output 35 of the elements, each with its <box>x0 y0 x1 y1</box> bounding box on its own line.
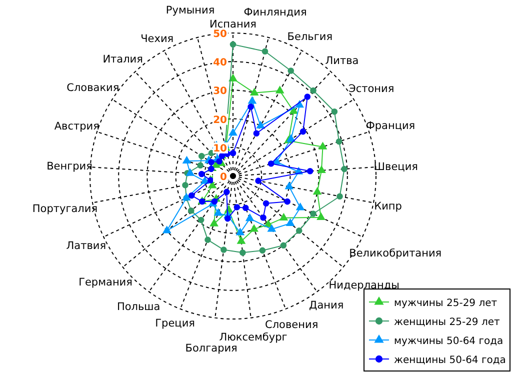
spoke-label: Литва <box>325 54 359 67</box>
y-tick-label: 20 <box>213 114 228 126</box>
spoke-label: Бельгия <box>287 31 333 44</box>
spoke-label: Австрия <box>54 120 100 132</box>
spoke-label: Люксембург <box>219 331 288 344</box>
y-tick-label: 0 <box>220 172 228 183</box>
spoke-label: Великобритания <box>349 247 442 260</box>
legend-label: женщины 25-29 лет <box>394 317 500 328</box>
spoke-label: Финляндия <box>244 6 307 18</box>
y-tick-label: 40 <box>213 58 228 69</box>
legend-label: мужчины 25-29 лет <box>394 298 498 309</box>
spoke-label: Словения <box>265 318 318 331</box>
spoke-label: Франция <box>366 120 416 132</box>
spoke-label: Германия <box>78 276 132 288</box>
spoke-label: Эстония <box>348 83 394 96</box>
spoke-label: Болгария <box>185 342 238 354</box>
y-tick-label: 10 <box>213 143 228 154</box>
spoke-label: Чехия <box>140 32 174 45</box>
spoke-label: Нидерланды <box>328 279 400 292</box>
spoke-label: Кипр <box>374 200 402 213</box>
spoke-label: Латвия <box>66 240 106 252</box>
spoke-label: Греция <box>155 317 195 330</box>
spoke-label: Словакия <box>66 82 120 94</box>
spoke-label: Италия <box>102 54 143 66</box>
spoke-label: Венгрия <box>46 160 92 173</box>
legend-label: женщины 50-64 года <box>394 355 506 366</box>
y-tick-label: 30 <box>213 86 228 98</box>
spoke-label: Румыния <box>166 4 215 17</box>
spoke-label: Португалия <box>32 203 98 216</box>
y-tick-label: 50 <box>213 29 228 40</box>
spoke-label: Польша <box>116 300 160 313</box>
legend-label: мужчины 50-64 года <box>394 336 504 347</box>
spoke-label: Дания <box>309 299 344 312</box>
spoke-label: Испания <box>210 18 256 30</box>
spoke-label: Швеция <box>374 160 418 173</box>
